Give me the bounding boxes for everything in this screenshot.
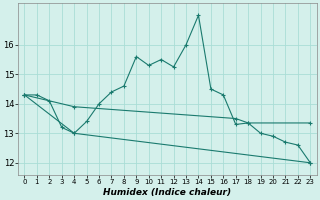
X-axis label: Humidex (Indice chaleur): Humidex (Indice chaleur) <box>103 188 231 197</box>
